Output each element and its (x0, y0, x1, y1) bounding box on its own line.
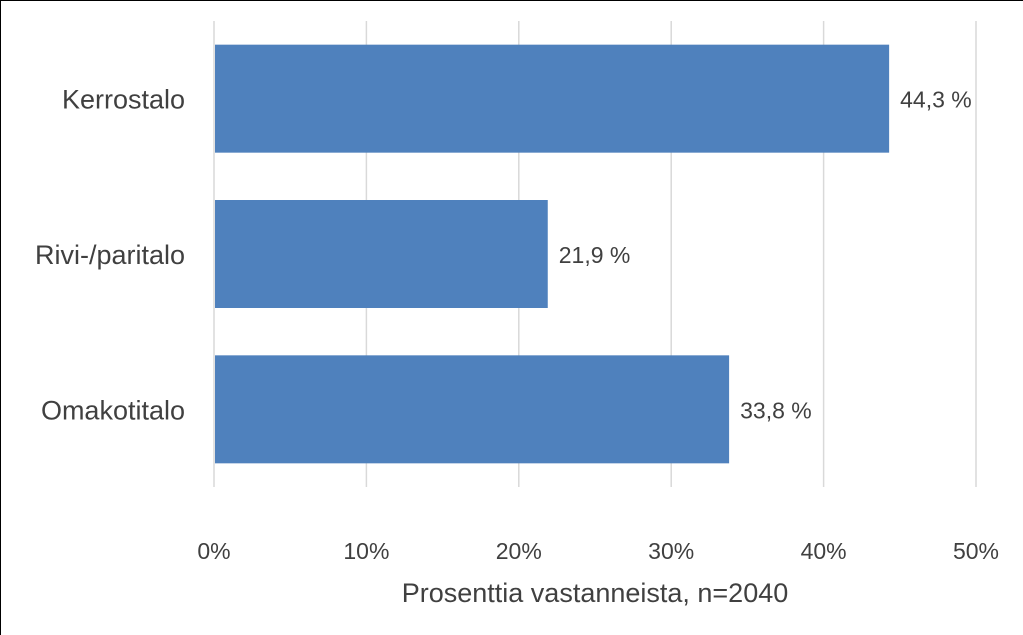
bar-1 (215, 200, 548, 308)
data-label-0: 44,3 % (900, 87, 972, 113)
bar-2 (215, 355, 730, 464)
x-tick-label-1: 10% (343, 538, 389, 564)
category-label-2: Omakotitalo (41, 395, 185, 425)
category-label-1: Rivi-/paritalo (35, 240, 185, 270)
x-tick-label-2: 20% (496, 538, 542, 564)
x-axis-title: Prosenttia vastanneista, n=2040 (402, 578, 789, 608)
x-tick-label-0: 0% (197, 538, 230, 564)
x-tick-label-5: 50% (953, 538, 999, 564)
data-label-2: 33,8 % (740, 397, 812, 423)
data-label-1: 21,9 % (559, 242, 631, 268)
x-tick-label-4: 40% (801, 538, 847, 564)
category-label-0: Kerrostalo (62, 85, 185, 115)
bar-0 (215, 44, 890, 153)
x-tick-label-3: 30% (648, 538, 694, 564)
